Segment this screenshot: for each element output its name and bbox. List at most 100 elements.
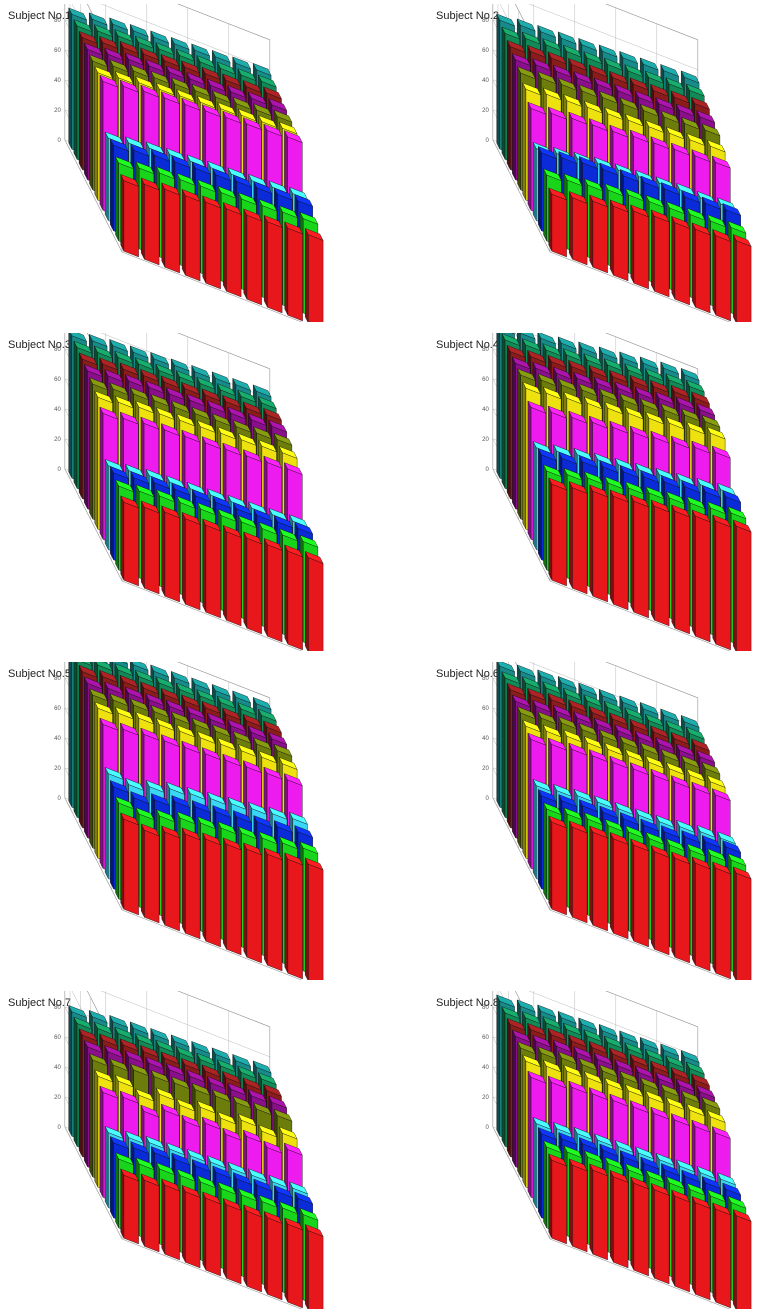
- bar-top: [712, 1202, 732, 1216]
- bar-top: [232, 378, 252, 391]
- axis-frame: [605, 991, 698, 1028]
- bars: [68, 662, 324, 980]
- z-tick-label: 60: [482, 48, 489, 54]
- bar-side: [181, 512, 186, 605]
- bar-top: [660, 708, 680, 722]
- bar-top: [588, 749, 608, 762]
- bar-top: [593, 1052, 613, 1066]
- bar-top: [99, 669, 118, 683]
- bar-top: [238, 192, 257, 206]
- bar-top: [140, 84, 160, 98]
- bar-top: [727, 506, 747, 520]
- bar-side: [733, 866, 737, 980]
- z-tick-label: 20: [482, 766, 489, 772]
- bar: [243, 842, 263, 964]
- bar-top: [263, 1140, 283, 1154]
- bar-top: [660, 825, 680, 838]
- bar-top: [109, 1058, 129, 1072]
- bar-top: [691, 440, 711, 454]
- chart-2: 020406080100120: [482, 4, 752, 322]
- bar-top: [243, 208, 263, 222]
- chart-4: 020406080100120: [482, 333, 752, 651]
- bar-top: [548, 1153, 568, 1167]
- bar-top: [212, 168, 232, 181]
- bar: [284, 852, 304, 980]
- bar-top: [625, 481, 644, 495]
- bar-top: [681, 190, 701, 203]
- bar-top: [99, 35, 118, 49]
- bar-front: [205, 524, 221, 619]
- bar-front: [715, 1208, 731, 1309]
- bar-top: [196, 376, 216, 390]
- bar-top: [155, 1087, 175, 1101]
- bar-top: [232, 1054, 252, 1067]
- bar-side: [181, 1185, 186, 1263]
- bar-front: [164, 1184, 180, 1261]
- bar-top: [109, 1015, 129, 1028]
- bar-top: [681, 1090, 700, 1104]
- bar-side: [140, 500, 145, 589]
- bar: [589, 194, 609, 274]
- bar-side: [589, 484, 594, 597]
- bar-side: [512, 53, 516, 180]
- bar-front: [613, 205, 629, 282]
- bar-top: [578, 1017, 598, 1031]
- bar-top: [304, 228, 324, 241]
- bar-top: [155, 718, 175, 731]
- bar-side: [243, 531, 248, 629]
- bar-top: [258, 1194, 278, 1208]
- bar-top: [589, 1163, 609, 1177]
- bar-top: [691, 738, 710, 752]
- bar-top: [604, 1156, 624, 1170]
- bar-side: [517, 66, 521, 191]
- bar-top: [599, 1064, 618, 1078]
- bar: [120, 495, 140, 587]
- bar-top: [563, 173, 583, 187]
- bar-top: [573, 788, 593, 802]
- bar-top: [202, 195, 222, 209]
- bar-top: [650, 768, 670, 782]
- bar: [589, 825, 609, 932]
- bar-front: [185, 1191, 201, 1269]
- bar-top: [619, 51, 639, 64]
- bar-top: [119, 362, 139, 376]
- bar-front: [246, 1210, 262, 1293]
- bar-top: [99, 1085, 119, 1099]
- bar-top: [583, 736, 603, 749]
- bar: [202, 518, 222, 619]
- bar-front: [246, 214, 262, 306]
- bar-top: [553, 783, 572, 797]
- bar-top: [614, 1139, 634, 1153]
- bar-top: [171, 795, 191, 808]
- bar-top: [517, 706, 536, 720]
- bar-top: [160, 1103, 180, 1117]
- bar-side: [264, 847, 268, 966]
- bar-top: [222, 1198, 242, 1211]
- bar-side: [94, 66, 99, 201]
- bar: [609, 1170, 629, 1269]
- z-tick-label: 40: [482, 407, 489, 413]
- bar-top: [289, 1181, 308, 1195]
- bar-front: [308, 863, 324, 980]
- z-tick-label: 20: [482, 437, 489, 443]
- bar-top: [135, 711, 155, 725]
- bar-front: [205, 1197, 221, 1277]
- bar-top: [181, 694, 200, 708]
- bar-front: [267, 853, 283, 972]
- bar-top: [232, 502, 252, 515]
- bar-top: [680, 70, 700, 84]
- bar-top: [134, 669, 154, 683]
- bar-side: [650, 845, 655, 950]
- bar-side: [568, 191, 573, 260]
- bar-side: [568, 481, 573, 589]
- bar-top: [217, 737, 237, 751]
- bar-front: [736, 872, 752, 980]
- bar-top: [160, 734, 180, 747]
- chart-title-1: Subject No.1: [8, 10, 71, 22]
- bar-top: [217, 102, 237, 115]
- bar: [630, 204, 650, 290]
- bar-top: [242, 401, 262, 415]
- bar-top: [130, 1141, 150, 1154]
- bar-side: [527, 401, 532, 540]
- bar-top: [701, 1176, 721, 1189]
